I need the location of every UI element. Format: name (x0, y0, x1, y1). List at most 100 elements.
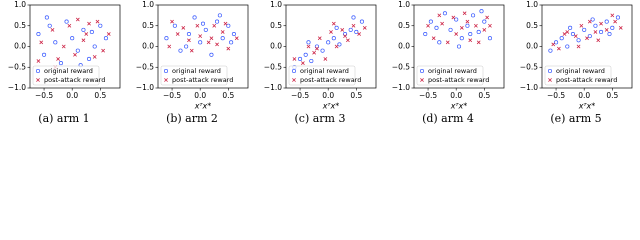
legend-label: original reward (556, 67, 605, 75)
legend-marker (548, 78, 552, 82)
point (618, 25, 623, 30)
y-tick-label: −1.0 (136, 83, 154, 92)
point (315, 46, 319, 51)
point (615, 15, 620, 20)
legend-box (544, 65, 612, 86)
point (81, 38, 86, 43)
point (559, 36, 564, 41)
subplot: 1.0 0.5 0.0 −0.5 −1.0 −0.5 0.0 0.5 original rewa… (392, 0, 505, 125)
subplot: 1.0 0.5 0.0 −0.5 −1.0 −0.5 0.0 0.5 original rewa… (8, 0, 121, 125)
point (95, 19, 100, 24)
point (570, 31, 575, 37)
y-tick-label: −1.0 (8, 83, 26, 92)
x-tick-label: 0.5 (350, 91, 362, 100)
point (423, 31, 428, 37)
point (343, 34, 347, 39)
point (454, 17, 459, 22)
point (64, 19, 69, 24)
point (309, 58, 314, 64)
point (579, 23, 584, 28)
x-axis-label: xᵀx* (578, 102, 596, 111)
point (198, 34, 203, 39)
y-tick-label: 0.5 (526, 21, 538, 30)
point (448, 27, 453, 32)
x-tick-label: −0.5 (419, 91, 437, 100)
caption: (c) arm 3 (295, 112, 346, 125)
point (610, 13, 615, 18)
point (317, 36, 322, 41)
point (58, 61, 63, 66)
point (226, 23, 231, 28)
point (451, 15, 456, 20)
point (92, 44, 97, 49)
point (101, 48, 106, 53)
point (198, 40, 203, 45)
point (178, 48, 183, 53)
point (164, 36, 169, 41)
point (334, 44, 339, 49)
point (300, 61, 305, 65)
legend-marker (420, 78, 424, 82)
x-tick-label: 0.0 (450, 91, 462, 100)
point (465, 23, 470, 28)
y-tick-label: −1.0 (520, 83, 538, 92)
legend-marker (36, 78, 40, 82)
y-tick-label: 0.5 (270, 21, 282, 30)
point (562, 32, 567, 36)
legend-box (288, 65, 356, 86)
x-tick-label: 0.5 (94, 91, 106, 100)
y-tick-label: −1.0 (264, 83, 282, 92)
legend-marker (291, 68, 297, 74)
point (573, 34, 578, 39)
point (303, 52, 308, 57)
point (473, 23, 478, 28)
point (331, 21, 336, 26)
point (468, 31, 473, 37)
legend-marker (292, 78, 296, 82)
point (75, 48, 80, 53)
legend-label: original reward (300, 67, 349, 75)
y-tick-label: 1.0 (398, 0, 410, 9)
point (61, 44, 66, 49)
y-tick-label: −1.0 (392, 83, 410, 92)
legend-label: post-attack reward (556, 76, 617, 84)
point (87, 21, 91, 26)
caption: (a) arm 1 (38, 112, 89, 125)
point (357, 32, 362, 36)
axes-frame (29, 4, 121, 89)
point (556, 46, 561, 51)
point (351, 23, 356, 28)
point (195, 23, 200, 28)
x-tick-label: −0.5 (547, 91, 565, 100)
point (326, 40, 331, 45)
point (485, 15, 490, 20)
point (593, 23, 598, 28)
point (36, 31, 41, 37)
x-tick-label: −0.5 (291, 91, 309, 100)
point (73, 52, 77, 57)
point (468, 38, 473, 43)
point (42, 52, 47, 57)
point (323, 57, 328, 61)
point (220, 30, 225, 34)
point (81, 27, 86, 32)
x-tick-label: 0.0 (322, 91, 334, 100)
figure: 1.0 0.5 0.0 −0.5 −1.0 −0.5 0.0 0.5 original rewa… (8, 0, 633, 125)
point (590, 17, 595, 22)
point (209, 36, 214, 41)
point (189, 48, 194, 53)
point (106, 32, 111, 36)
point (67, 23, 72, 28)
point (462, 11, 467, 16)
point (184, 44, 189, 49)
x-axis-label: xᵀx* (322, 102, 340, 111)
axes-frame (413, 4, 505, 89)
point (329, 30, 333, 34)
point (70, 36, 75, 41)
point (229, 40, 234, 45)
y-tick-label: 0.0 (14, 42, 26, 51)
point (98, 23, 103, 28)
point (431, 36, 436, 41)
y-tick-label: −0.5 (8, 62, 26, 71)
legend-label: post-attack reward (428, 76, 489, 84)
